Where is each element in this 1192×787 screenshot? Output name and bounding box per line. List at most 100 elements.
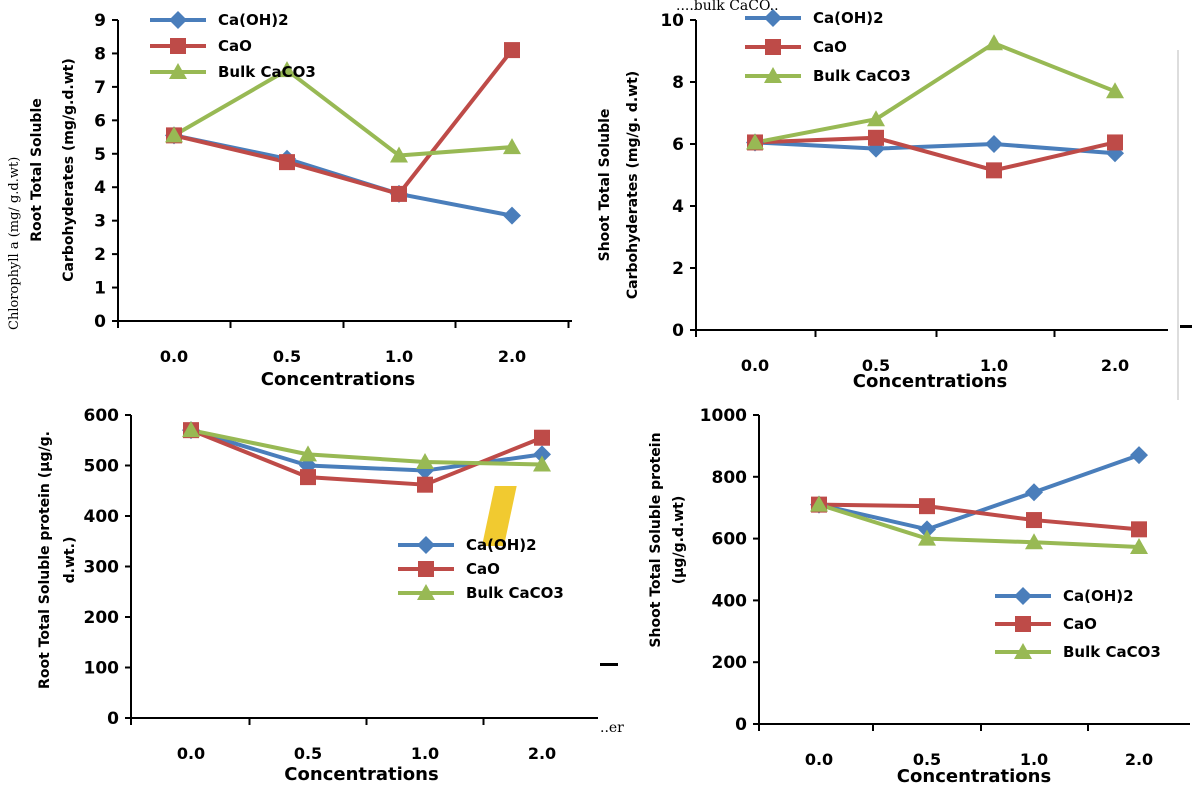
x-tick-label: 0.0 [741,356,769,375]
y-tick-label: 400 [84,507,120,527]
y-axis-title-line: Root Total Soluble protein (µg/g. [37,431,53,689]
data-point [503,206,521,225]
data-point [986,162,1002,179]
data-point [1107,134,1123,151]
series-line [173,48,514,196]
x-axis-title: Concentrations [897,766,1051,787]
data-point [300,469,316,486]
data-point [985,34,1003,51]
y-tick-label: 0 [672,321,684,341]
legend-marker [765,39,781,55]
y-tick-label: 0 [107,709,119,729]
data-point [391,185,407,202]
legend-marker [417,536,435,554]
artifact-dash-mid [600,663,618,666]
data-point [534,429,550,446]
y-tick-label: 2 [672,259,684,279]
chart-root-carb: 0 1 2 3 4 5 6 7 8 9 0.0 0.5 1.0 2.0 Concentrations Root… [29,11,572,390]
data-point [867,110,885,127]
legend-label: Bulk CaCO3 [218,63,316,81]
legend-marker [1014,587,1032,605]
x-axis-title: Concentrations [853,371,1007,392]
x-tick-label: 0.0 [160,347,188,366]
y-tick-label: 300 [84,558,120,578]
data-point [746,133,764,150]
legend-marker [418,561,434,577]
series-line [173,68,513,158]
legend-label: Bulk CaCO3 [813,67,911,85]
y-tick-label: 800 [712,468,748,488]
y-tick-label: 200 [84,608,120,628]
data-point [1025,533,1043,550]
y-axis-title-line: Shoot Total Soluble protein [648,432,664,647]
data-point [919,498,935,515]
data-point [278,61,296,78]
y-tick-label: 8 [672,73,684,93]
chart-root-prot: 0 100 200 300 400 500 600 0.0 0.5 1.0 2.0 Concentra… [37,406,598,785]
x-tick-label: 2.0 [498,347,526,366]
data-point [417,476,433,493]
y-tick-label: 3 [94,212,106,232]
x-tick-label: 1.0 [411,744,439,763]
legend-label: Ca(OH)2 [466,536,537,554]
y-axis-title-line: d.wt.) [62,537,78,584]
legend-label: Ca(OH)2 [813,9,884,27]
legend-marker [764,9,782,27]
x-tick-label: 1.0 [1020,750,1048,769]
artifact-left-fragment: Chlorophyll a (mg/ g.d.wt) [7,157,22,330]
y-tick-label: 4 [672,197,684,217]
y-tick-label: 0 [735,715,747,735]
data-point [503,138,521,155]
y-tick-label: 400 [712,591,748,611]
x-tick-label: 0.5 [862,356,890,375]
data-point [1130,446,1148,465]
legend-marker [1015,616,1031,632]
legend-label: Ca(OH)2 [1063,587,1134,605]
data-point [533,445,551,464]
data-point [416,452,434,469]
legend-marker [417,584,435,600]
series-line [190,428,543,487]
y-tick-label: 100 [84,659,120,679]
legend-label: Bulk CaCO3 [466,584,564,602]
data-point [1026,512,1042,529]
charts-layer: 0 1 2 3 4 5 6 7 8 9 0.0 0.5 1.0 2.0 Concentrations Root… [29,9,1190,787]
data-point [299,445,317,462]
y-tick-label: 200 [712,653,748,673]
y-tick-label: 9 [94,11,106,31]
y-tick-label: 500 [84,457,120,477]
legend-marker [170,38,186,54]
y-tick-label: 7 [94,78,106,98]
data-point [279,154,295,171]
y-axis-title-line: Carbohyderates (mg/g.d.wt) [61,58,77,281]
legend-label: Bulk CaCO3 [1063,643,1161,661]
data-point [1025,483,1043,502]
series-line [818,502,1140,549]
y-tick-label: 8 [94,44,106,64]
x-tick-label: 1.0 [385,347,413,366]
artifact-dash-right [1180,325,1192,328]
y-tick-label: 0 [94,312,106,332]
data-point [868,129,884,146]
data-point [182,421,200,438]
artifact-mid-fragment: ..er [600,720,624,736]
data-point [504,42,520,59]
y-tick-label: 1000 [700,406,747,426]
x-axis-title: Concentrations [284,764,438,785]
y-tick-label: 600 [712,530,748,550]
data-point [918,529,936,546]
data-point [1106,82,1124,99]
series-line [190,428,543,467]
y-tick-label: 6 [672,135,684,155]
artifact-yellow-mark [481,486,517,546]
x-tick-label: 0.5 [273,347,301,366]
data-point [1131,521,1147,538]
legend-label: CaO [466,560,500,578]
chart-shoot-prot: 0 200 400 600 800 1000 0.0 0.5 1.0 2.0 Concentrati… [648,406,1190,787]
x-tick-label: 2.0 [1125,750,1153,769]
y-axis-title-line: Shoot Total Soluble [597,109,613,262]
data-point [390,146,408,163]
series-line [818,502,1140,532]
legend-label: CaO [813,38,847,56]
